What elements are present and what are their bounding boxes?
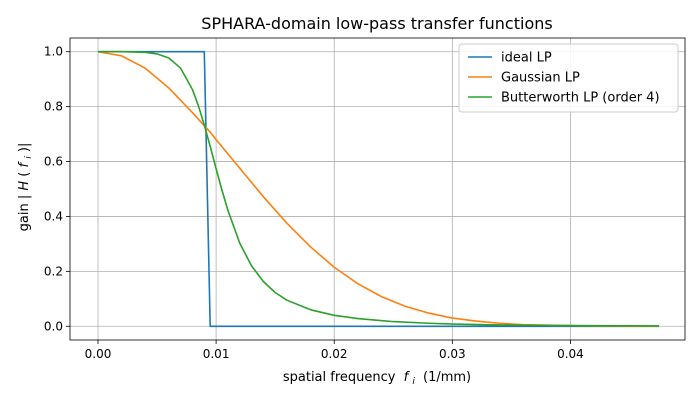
x-tick-label: 0.03 <box>439 347 466 361</box>
x-axis-label-subscript: i <box>412 377 415 387</box>
y-axis-label-symbol: H <box>17 181 32 191</box>
x-axis-label-text: spatial frequency <box>283 370 396 385</box>
y-tick-label: 0.0 <box>44 319 63 333</box>
y-tick-label: 0.2 <box>44 264 63 278</box>
legend-entry: Butterworth LP (order 4) <box>501 91 660 106</box>
legend-entry: ideal LP <box>501 51 552 66</box>
x-axis-label-symbol: f <box>404 370 411 385</box>
x-axis-label: spatial frequency f i (1/mm) <box>283 370 471 388</box>
y-axis-label-text: gain | <box>17 195 32 232</box>
x-tick-label: 0.04 <box>557 347 584 361</box>
y-axis-label-subscript: i <box>24 156 34 159</box>
series-line-3 <box>97 50 660 327</box>
series-layer <box>97 50 660 328</box>
tick-layer: 0.00 0.01 0.02 0.03 0.04 0.0 0.2 0.4 0.6 0.8 1.0 <box>44 45 584 361</box>
y-axis-label-paren: ( <box>17 172 32 177</box>
y-axis-label-f: f <box>17 160 32 167</box>
axes-frame <box>69 37 686 341</box>
y-axis-label: gain | H ( f i )| <box>17 143 35 232</box>
legend: ideal LP Gaussian LP Butterworth LP (order… <box>458 43 679 113</box>
y-tick-label: 0.6 <box>44 155 63 169</box>
y-axis-label-close: )| <box>17 143 32 152</box>
x-tick-label: 0.01 <box>203 347 230 361</box>
x-axis-label-unit: (1/mm) <box>423 370 471 385</box>
y-tick-label: 0.4 <box>44 209 63 223</box>
legend-box <box>458 43 679 113</box>
legend-entry: Gaussian LP <box>501 71 580 86</box>
y-tick-label: 1.0 <box>44 45 63 59</box>
y-tick-label: 0.8 <box>44 100 63 114</box>
chart-title: SPHARA-domain low-pass transfer function… <box>201 14 552 33</box>
x-tick-label: 0.02 <box>321 347 348 361</box>
x-tick-label: 0.00 <box>85 347 112 361</box>
series-line-1 <box>97 50 660 328</box>
